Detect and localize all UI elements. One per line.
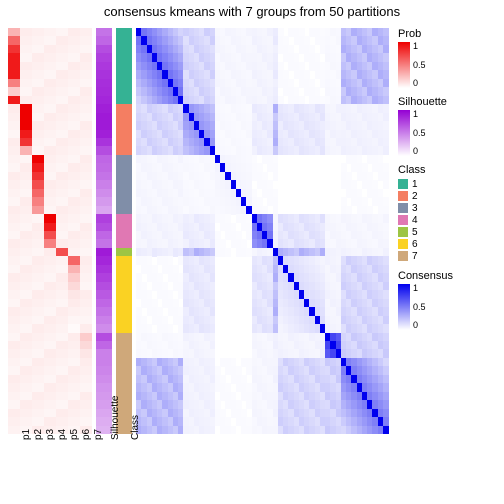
legend-class-label: 7 <box>412 251 418 262</box>
legend-title: Prob <box>398 28 498 40</box>
legend-class-item: 7 <box>398 250 498 262</box>
legend-tick: 0.5 <box>413 129 426 138</box>
prob-column <box>20 28 32 434</box>
axis-label: Class <box>130 415 141 440</box>
legend-tick: 0.5 <box>413 303 426 312</box>
legend-class: Class 1234567 <box>398 164 498 262</box>
prob-cell <box>8 426 20 435</box>
silhouette-column <box>96 28 112 434</box>
axis-label: p4 <box>57 429 68 440</box>
prob-column <box>56 28 68 434</box>
axis-label: p7 <box>93 429 104 440</box>
legend-ticks: 10.50 <box>413 42 433 88</box>
legend-class-item: 4 <box>398 214 498 226</box>
legend-tick: 0 <box>413 147 418 156</box>
legend-tick: 1 <box>413 284 418 293</box>
plot-area <box>8 28 388 434</box>
legend-class-item: 2 <box>398 190 498 202</box>
legend-tick: 0 <box>413 321 418 330</box>
legend-class-item: 1 <box>398 178 498 190</box>
legend-swatch <box>398 203 408 213</box>
prob-column <box>68 28 80 434</box>
axis-label: p2 <box>33 429 44 440</box>
legend-title: Consensus <box>398 270 498 282</box>
legend-class-label: 3 <box>412 203 418 214</box>
legend-prob: Prob10.50 <box>398 28 498 88</box>
legend-title: Silhouette <box>398 96 498 108</box>
consensus-cell <box>231 426 237 435</box>
consensus-heatmap <box>136 28 388 434</box>
consensus-cell <box>273 172 279 181</box>
legend-class-label: 2 <box>412 191 418 202</box>
legend-tick: 1 <box>413 42 418 51</box>
legend-class-item: 6 <box>398 238 498 250</box>
consensus-cell <box>383 146 389 155</box>
legend-silhouette: Silhouette10.50 <box>398 96 498 156</box>
legend-class-item: 3 <box>398 202 498 214</box>
axis-label: p1 <box>21 429 32 440</box>
prob-column <box>44 28 56 434</box>
prob-column <box>8 28 20 434</box>
legend-swatch <box>398 251 408 261</box>
legend-ticks: 10.50 <box>413 284 433 330</box>
legend-tick: 0.5 <box>413 61 426 70</box>
prob-column <box>32 28 44 434</box>
legend-swatch <box>398 191 408 201</box>
legend-class-label: 6 <box>412 239 418 250</box>
legend-ticks: 10.50 <box>413 110 433 156</box>
consensus-cell <box>383 426 389 435</box>
legend-gradient <box>398 284 410 330</box>
legend-class-item: 5 <box>398 226 498 238</box>
legend-title: Class <box>398 164 498 176</box>
prob-column <box>80 28 92 434</box>
legend-gradient <box>398 42 410 88</box>
legend-consensus: Consensus10.50 <box>398 270 498 330</box>
class-column <box>116 28 132 434</box>
page-title: consensus kmeans with 7 groups from 50 p… <box>0 4 504 19</box>
legend-tick: 0 <box>413 79 418 88</box>
consensus-cell <box>383 180 389 189</box>
consensus-cell <box>225 248 231 257</box>
legend-class-label: 4 <box>412 215 418 226</box>
legend-swatch <box>398 215 408 225</box>
legend-area: Prob10.50Silhouette10.50Class1234567Cons… <box>398 28 498 338</box>
legend-swatch <box>398 239 408 249</box>
legend-class-label: 5 <box>412 227 418 238</box>
axis-label: p5 <box>69 429 80 440</box>
consensus-cell <box>210 426 216 435</box>
axis-label: p3 <box>45 429 56 440</box>
legend-gradient <box>398 110 410 156</box>
legend-class-label: 1 <box>412 179 418 190</box>
legend-swatch <box>398 227 408 237</box>
legend-swatch <box>398 179 408 189</box>
legend-tick: 1 <box>413 110 418 119</box>
axis-label: p6 <box>81 429 92 440</box>
axis-label: Silhouette <box>110 396 121 440</box>
